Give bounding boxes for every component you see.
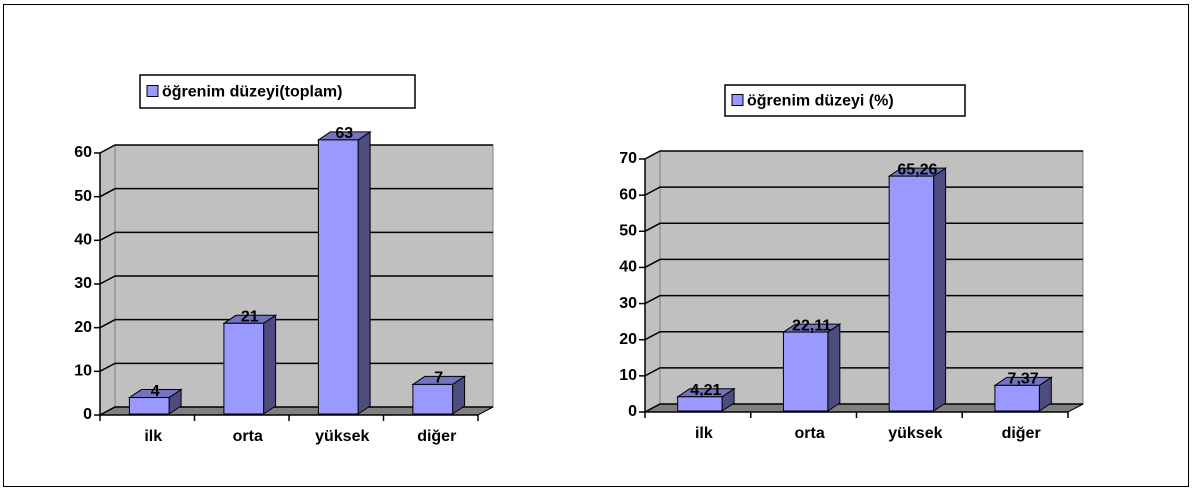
legend-swatch xyxy=(146,85,159,97)
data-label: 4,21 xyxy=(690,382,721,399)
legend-label: öğrenim düzeyi(toplam) xyxy=(162,84,342,101)
y-tick-label: 0 xyxy=(628,403,637,420)
bar-side xyxy=(263,314,277,415)
y-tick-label: 50 xyxy=(619,223,637,240)
y-tick-label: 60 xyxy=(74,144,92,161)
bar xyxy=(782,331,829,412)
x-tick-label: orta xyxy=(233,428,263,445)
x-tick-label: orta xyxy=(795,425,825,442)
legend-label: öğrenim düzeyi (%) xyxy=(747,93,894,110)
legend-box xyxy=(139,74,416,109)
y-tick-label: 20 xyxy=(619,331,637,348)
bar xyxy=(994,384,1040,412)
bar-side xyxy=(827,323,841,412)
legend-swatch xyxy=(731,94,744,106)
x-tick-label: yüksek xyxy=(315,428,369,445)
y-tick-label: 60 xyxy=(619,186,637,203)
bar xyxy=(223,322,265,415)
bar xyxy=(128,397,170,415)
y-tick-label: 70 xyxy=(619,150,637,167)
x-tick-label: ilk xyxy=(144,428,162,445)
grid-line xyxy=(644,150,1083,160)
bar-side xyxy=(933,167,947,412)
side-wall xyxy=(644,150,661,413)
bar xyxy=(412,383,454,415)
y-tick-label: 20 xyxy=(74,319,92,336)
data-label: 7,37 xyxy=(1008,371,1039,388)
data-label: 22,11 xyxy=(792,317,831,334)
data-label: 63 xyxy=(335,125,353,142)
back-wall xyxy=(659,150,1084,405)
data-label: 21 xyxy=(241,309,259,326)
data-label: 7 xyxy=(434,370,443,387)
x-tick-label: diğer xyxy=(1002,425,1041,442)
data-label: 4 xyxy=(151,383,160,400)
y-tick-label: 40 xyxy=(619,259,637,276)
y-tick-label: 40 xyxy=(74,232,92,249)
legend-box xyxy=(724,84,966,117)
data-label: 65,26 xyxy=(897,161,937,178)
bar xyxy=(888,175,935,412)
y-tick-label: 30 xyxy=(619,295,637,312)
x-tick-label: diğer xyxy=(417,428,456,445)
y-tick-label: 10 xyxy=(619,367,637,384)
y-tick-label: 0 xyxy=(83,406,92,423)
x-tick-label: yüksek xyxy=(888,425,942,442)
bar-side xyxy=(357,130,371,415)
y-tick-label: 50 xyxy=(74,188,92,205)
y-tick-label: 10 xyxy=(74,363,92,380)
bar xyxy=(317,139,359,415)
bar xyxy=(677,396,723,412)
y-tick-label: 30 xyxy=(74,275,92,292)
x-tick-label: ilk xyxy=(695,425,713,442)
